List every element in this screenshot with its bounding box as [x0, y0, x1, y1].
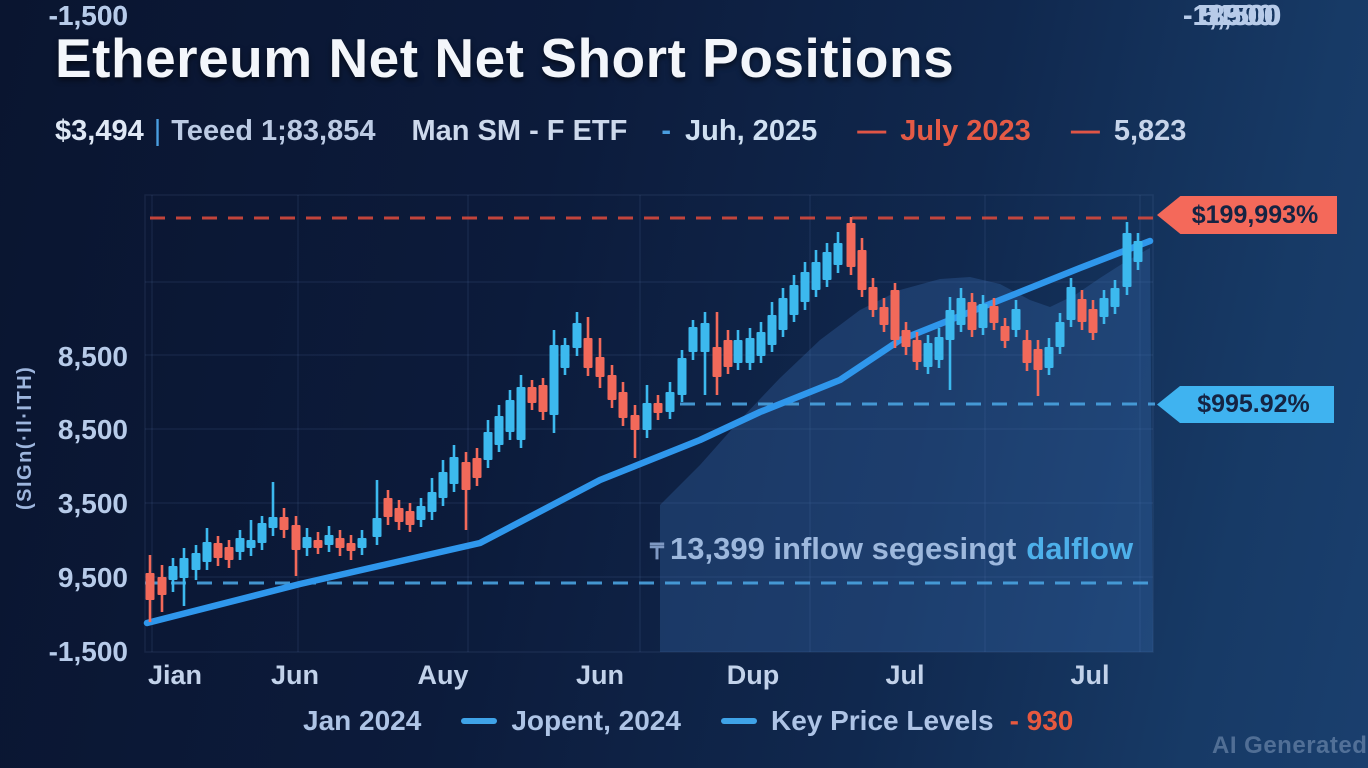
x-axis-label: Auy	[417, 660, 469, 690]
y-axis-label: 8,500	[57, 414, 128, 445]
page-title: Ethereum Net Net Short Positions	[55, 27, 955, 89]
support-price-tag: $995.92%	[1157, 386, 1334, 423]
y-axis-label: 9,500	[57, 562, 128, 593]
resistance-price-tag: $199,993%	[1157, 196, 1337, 234]
annotation-text: 13,399 inflow segesingt	[670, 531, 1017, 566]
y-axis-label: 8,500	[57, 341, 128, 372]
y-axis-right-label: -11,500	[1183, 0, 1280, 32]
dash-icon: —	[857, 115, 887, 147]
ai-generated-watermark: AI Generated	[1212, 732, 1368, 759]
legend-item-3: Key Price Levels	[770, 705, 994, 736]
x-axis-label: Dup	[726, 660, 780, 690]
y-axis-title: (SIGn(·Il·ITH)	[14, 365, 36, 510]
y-axis-label: -1,500	[48, 0, 128, 31]
stat-value-2: 5,823	[1113, 115, 1187, 147]
y-axis-label: 3,500	[57, 488, 128, 519]
etf-label: Man SM - F ETF	[411, 115, 628, 147]
subtitle-row: $3,494 | Teeed 1;83,854 Man SM - F ETF -…	[55, 115, 1186, 148]
inflow-annotation: ₸ 13,399 inflow segesingt dalflow	[650, 531, 1133, 567]
x-axis-label: Jian	[147, 660, 203, 690]
x-axis-label: Jul	[1070, 660, 1110, 690]
stat-value: Teeed 1;83,854	[171, 115, 376, 147]
price-value: $3,494	[55, 115, 144, 147]
legend-item-1: Jan 2024	[303, 705, 422, 736]
cursor-icon: ₸	[650, 539, 664, 564]
dash-icon: —	[1070, 115, 1100, 147]
x-axis-label: Jul	[885, 660, 925, 690]
dash-icon: -	[661, 115, 672, 147]
y-axis-right-label: -12500	[1183, 0, 1274, 32]
y-axis-right-label: - 5,900	[1183, 0, 1274, 32]
y-axis-right-label: -18500	[1183, 0, 1274, 32]
annotation-highlight: dalflow	[1026, 531, 1134, 566]
line-swatch-icon	[720, 718, 757, 724]
x-axis-label: Jun	[270, 660, 320, 690]
x-axis-label: Jun	[575, 660, 625, 690]
y-axis-label: -1,500	[48, 636, 128, 667]
date-range-2: July 2023	[900, 115, 1031, 147]
y-axis-label: -1,500	[48, 0, 128, 31]
legend-item-4: - 930	[1009, 705, 1074, 736]
separator: |	[153, 115, 162, 147]
y-axis-right-label: -1,1500	[1183, 0, 1282, 32]
legend-item-2: Jopent, 2024	[511, 705, 681, 736]
chart-legend: Jan 2024 Jopent, 2024 Key Price Levels -…	[303, 705, 1073, 737]
line-swatch-icon	[461, 718, 498, 724]
date-range-1: Juh, 2025	[685, 115, 818, 147]
